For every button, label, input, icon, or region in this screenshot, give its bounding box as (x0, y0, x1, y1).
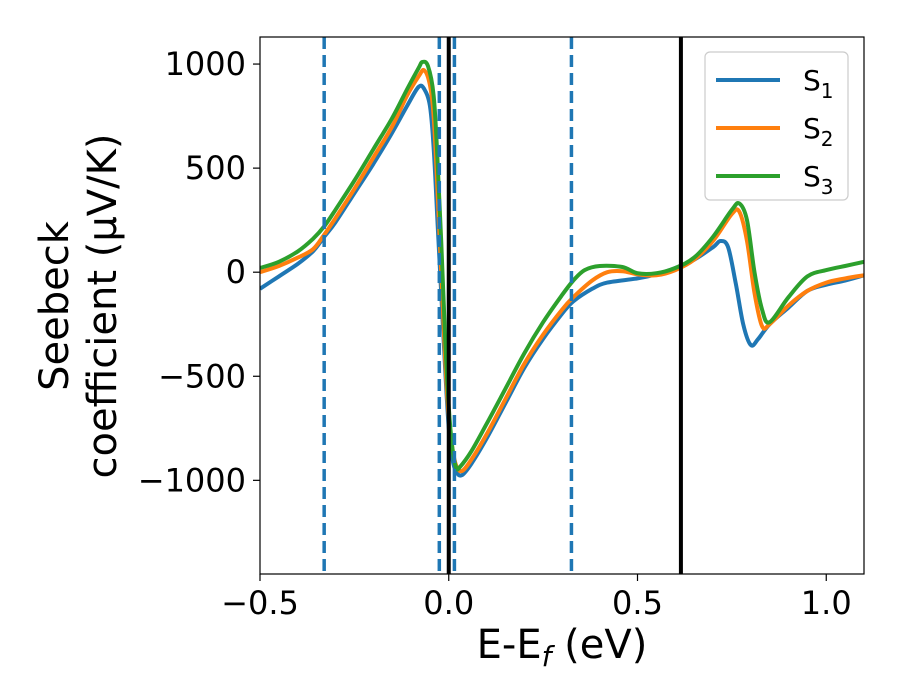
y-tick-label: 500 (185, 149, 246, 187)
y-tick-label: −500 (158, 357, 246, 395)
x-tick-label: 0.0 (423, 584, 474, 622)
y-tick-label: 1000 (165, 45, 246, 83)
series-line-s2 (260, 68, 864, 474)
x-tick-label: −0.5 (221, 584, 299, 622)
y-axis-ticks: −1000 −500 0 500 1000 (138, 45, 260, 499)
y-tick-label: 0 (226, 253, 246, 291)
y-axis-label: Seebeck coefficient (μV/K) (32, 134, 126, 479)
y-axis-label-line1: Seebeck (32, 220, 78, 391)
legend: S1 S2 S3 (704, 51, 849, 201)
plot-frame (259, 36, 865, 575)
x-tick-label: 0.5 (612, 584, 663, 622)
y-tick-label: −1000 (138, 461, 246, 499)
series-layer (260, 59, 864, 478)
x-axis-label: E-Ef (eV) (477, 622, 648, 673)
legend-label-s3: S3 (803, 160, 834, 199)
x-tick-label: 1.0 (801, 584, 852, 622)
legend-label-s1: S1 (803, 64, 834, 103)
y-axis-label-line2: coefficient (μV/K) (80, 134, 126, 479)
series-line-s3 (260, 59, 864, 472)
vline-layer (322, 37, 683, 574)
legend-label-s2: S2 (803, 112, 834, 151)
x-axis-ticks: −0.5 0.0 0.5 1.0 (221, 574, 852, 622)
